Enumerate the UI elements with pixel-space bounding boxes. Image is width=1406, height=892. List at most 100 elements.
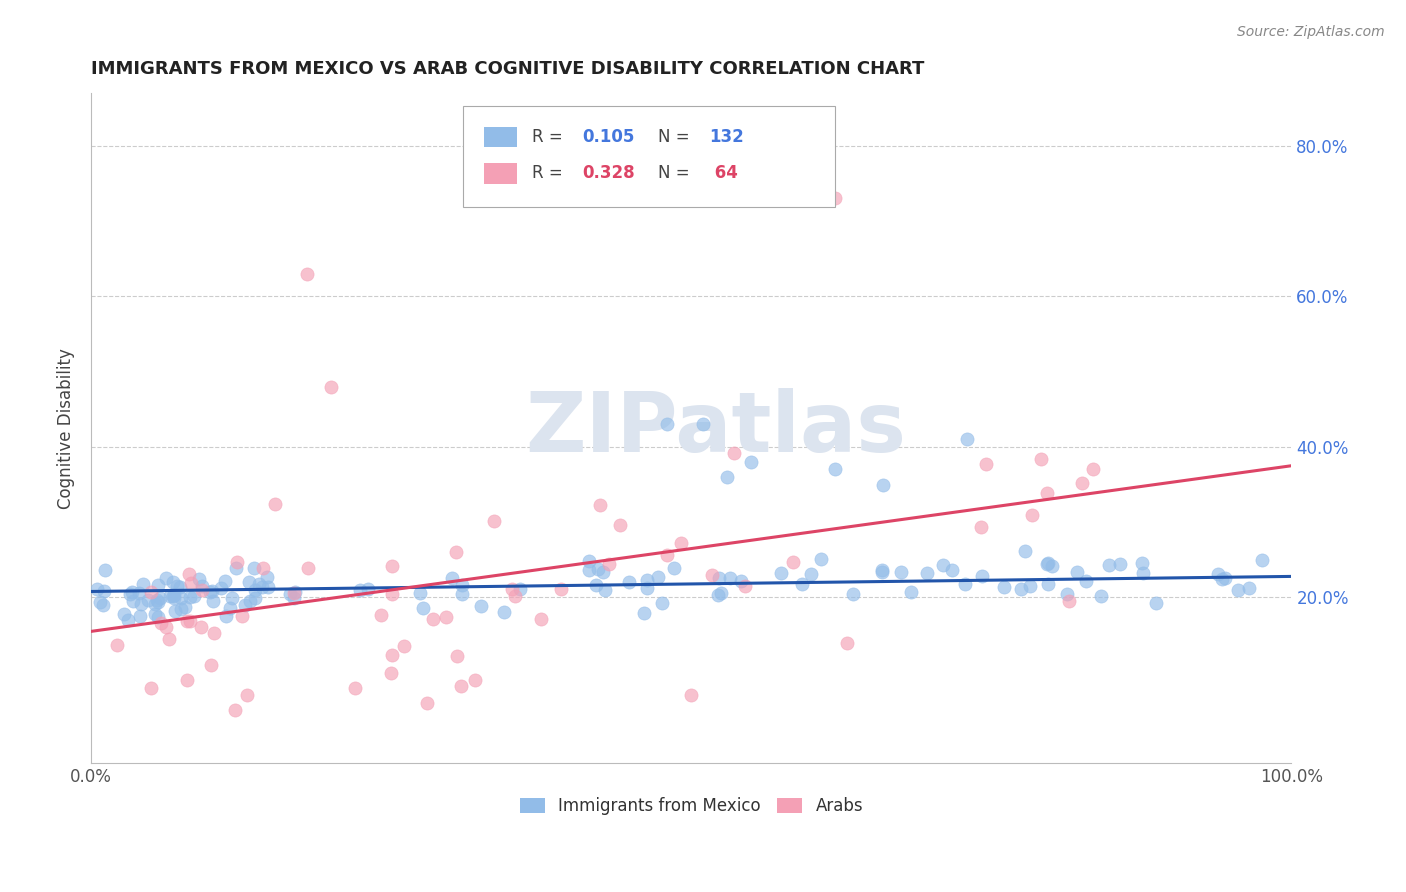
Point xyxy=(707,588,730,602)
Point xyxy=(180,575,202,590)
Point xyxy=(440,571,463,585)
Text: 132: 132 xyxy=(709,128,744,145)
Point xyxy=(530,612,553,626)
Point xyxy=(200,658,222,673)
Point xyxy=(974,457,997,471)
Point xyxy=(177,567,200,582)
Point xyxy=(91,598,114,612)
Point xyxy=(1227,583,1250,598)
Point xyxy=(162,574,184,589)
Point xyxy=(470,599,492,614)
Y-axis label: Cognitive Disability: Cognitive Disability xyxy=(58,348,75,508)
Point xyxy=(129,597,152,611)
Point xyxy=(236,689,259,703)
Point xyxy=(617,574,640,589)
Point xyxy=(162,589,184,603)
Point xyxy=(226,555,249,569)
Point xyxy=(681,689,703,703)
Point xyxy=(592,566,614,580)
Point xyxy=(297,561,319,575)
Point xyxy=(141,681,163,695)
Point xyxy=(166,579,188,593)
Point xyxy=(117,613,139,627)
Point xyxy=(444,544,467,558)
Point xyxy=(179,590,201,604)
Point xyxy=(188,572,211,586)
Point xyxy=(664,561,686,575)
Text: N =: N = xyxy=(658,128,695,145)
Point xyxy=(132,577,155,591)
Point xyxy=(1036,485,1059,500)
Point xyxy=(1014,544,1036,558)
Point xyxy=(163,591,186,606)
Point xyxy=(870,563,893,577)
Point xyxy=(221,591,243,605)
Point xyxy=(136,592,159,607)
Point xyxy=(201,583,224,598)
Point xyxy=(176,614,198,628)
Text: R =: R = xyxy=(531,164,568,183)
Point xyxy=(716,470,738,484)
Point xyxy=(609,517,631,532)
Text: R =: R = xyxy=(531,128,568,145)
Point xyxy=(969,520,991,534)
Point xyxy=(578,554,600,568)
Point xyxy=(183,589,205,603)
Point xyxy=(209,581,232,595)
Point xyxy=(1074,574,1097,588)
Point xyxy=(94,563,117,577)
Point xyxy=(149,616,172,631)
Point xyxy=(155,620,177,634)
Point xyxy=(1132,566,1154,581)
Point xyxy=(121,594,143,608)
Point xyxy=(243,561,266,575)
Text: 0.328: 0.328 xyxy=(582,164,634,183)
Point xyxy=(450,679,472,693)
Point xyxy=(224,703,246,717)
Point xyxy=(915,566,938,580)
Point xyxy=(381,558,404,573)
Point xyxy=(1208,567,1230,582)
Point xyxy=(770,566,793,581)
Point xyxy=(1040,558,1063,573)
Point xyxy=(380,665,402,680)
Point xyxy=(105,638,128,652)
Point xyxy=(256,569,278,583)
Point xyxy=(165,603,187,617)
Point xyxy=(129,608,152,623)
Point xyxy=(723,445,745,459)
Point xyxy=(841,587,863,601)
Point xyxy=(709,586,731,600)
Point xyxy=(146,577,169,591)
Point xyxy=(321,379,343,393)
Point xyxy=(264,497,287,511)
Point xyxy=(434,609,457,624)
Point xyxy=(550,582,572,596)
Point xyxy=(1036,576,1059,591)
Point xyxy=(1130,557,1153,571)
Point xyxy=(169,580,191,594)
Point xyxy=(800,567,823,582)
Point xyxy=(278,587,301,601)
FancyBboxPatch shape xyxy=(463,106,835,207)
Point xyxy=(1010,582,1032,597)
Point xyxy=(163,588,186,602)
Point xyxy=(394,639,416,653)
Point xyxy=(243,591,266,606)
Point xyxy=(233,599,256,613)
Point xyxy=(245,582,267,597)
Point xyxy=(872,565,894,579)
Point xyxy=(589,498,612,512)
Point xyxy=(143,597,166,611)
Text: IMMIGRANTS FROM MEXICO VS ARAB COGNITIVE DISABILITY CORRELATION CHART: IMMIGRANTS FROM MEXICO VS ARAB COGNITIVE… xyxy=(91,60,925,78)
Point xyxy=(412,601,434,615)
Point xyxy=(692,417,714,432)
Point xyxy=(118,587,141,601)
Point xyxy=(148,595,170,609)
Point xyxy=(655,548,678,562)
Bar xyxy=(484,127,517,146)
Point xyxy=(1070,476,1092,491)
Point xyxy=(1144,596,1167,610)
Point xyxy=(1021,508,1043,523)
Point xyxy=(252,580,274,594)
